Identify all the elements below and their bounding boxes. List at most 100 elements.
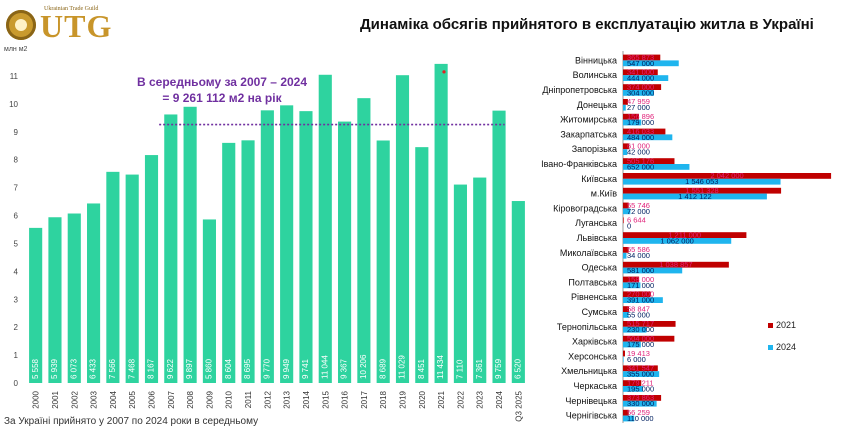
bar-2021 (623, 395, 662, 401)
x-tick-label: 2004 (109, 390, 118, 408)
bar-value-label: 11 029 (398, 355, 407, 379)
value-label-2024: 1 412 122 (678, 192, 711, 201)
y-tick-label: 3 (14, 295, 19, 304)
bar (434, 63, 448, 384)
bar-2024 (623, 149, 628, 155)
value-label-2021: 515 717 (627, 319, 654, 328)
bar-2021 (623, 187, 782, 194)
value-label-2024: 195 000 (627, 384, 654, 393)
bar-2024 (623, 326, 647, 333)
bar-2021 (623, 113, 639, 120)
bar-value-label: 5 860 (205, 358, 214, 379)
x-tick-label: 2020 (418, 390, 427, 408)
value-label-2021: 47 959 (627, 97, 650, 106)
bar-value-label: 9 622 (166, 358, 175, 379)
bar-2021 (623, 158, 675, 164)
region-label: Одеська (582, 263, 617, 273)
value-label-2021: 156 896 (627, 112, 654, 121)
bar (164, 114, 178, 383)
logo-subtitle: Ukrainian Trade Guild (44, 6, 99, 12)
bar-2021 (623, 321, 676, 327)
bar-value-label: 10 206 (359, 354, 368, 379)
bar-value-label: 9 759 (494, 358, 503, 379)
bar-2021 (623, 409, 629, 416)
bar-2021 (623, 99, 628, 105)
value-label-2024: 355 000 (627, 370, 654, 379)
x-tick-label: 2002 (70, 390, 79, 408)
bar-2021 (623, 276, 640, 283)
x-tick-label: 2010 (225, 390, 234, 408)
bar-value-label: 6 073 (69, 358, 78, 379)
bar-2024 (623, 341, 641, 348)
bar-2021 (623, 84, 662, 90)
bar-2024 (623, 90, 654, 96)
legend-swatch-2024 (768, 345, 773, 350)
region-label: м.Київ (591, 189, 617, 199)
value-label-2024: 179 000 (627, 118, 654, 127)
y-tick-label: 6 (14, 212, 19, 221)
value-label-2024: 547 000 (627, 59, 654, 68)
utg-logo: Ukrainian Trade Guild UTG (6, 4, 124, 48)
bar-2021 (623, 202, 629, 209)
value-label-2024: 72 000 (627, 207, 650, 216)
y-tick-label: 8 (14, 156, 19, 165)
value-label-2024: 652 000 (627, 162, 654, 171)
bar-2024 (623, 297, 663, 303)
region-label: Чернігівська (566, 411, 617, 421)
bar-2021 (623, 69, 658, 76)
bar-value-label: 7 110 (456, 359, 465, 379)
bar-2024 (623, 178, 781, 185)
x-tick-label: 2015 (321, 390, 330, 408)
value-label-2024: 6 000 (627, 355, 646, 364)
bar-value-label: 7 468 (127, 358, 136, 379)
region-label: Закарпатська (560, 129, 617, 139)
value-label-2024: 110 000 (627, 414, 654, 423)
bar-2024 (623, 134, 673, 141)
bar-2024 (623, 282, 641, 289)
region-label: Хмельницька (561, 366, 617, 376)
bar-value-label: 11 044 (320, 355, 329, 379)
bar-2021 (623, 291, 651, 298)
bar-value-label: 8 689 (378, 358, 387, 379)
footnote: За Україні прийнято у 2007 по 2024 роки … (4, 416, 259, 427)
region-label: Харківська (572, 337, 617, 347)
x-tick-label: 2011 (244, 390, 253, 408)
region-label: Івано-Франківська (541, 159, 617, 169)
y-tick-label: 2 (14, 323, 19, 332)
bar-value-label: 8 451 (417, 358, 426, 379)
value-label-2024: 175 000 (627, 340, 654, 349)
bar-2024 (623, 312, 629, 318)
value-label-2021: 270 000 (627, 290, 654, 299)
y-tick-label: 10 (9, 100, 18, 109)
region-label: Дніпропетровська (542, 85, 617, 95)
region-label: Рівненська (571, 292, 617, 302)
value-label-2021: 19 413 (627, 349, 650, 358)
bar-value-label: 6 520 (513, 358, 522, 379)
value-label-2024: 304 000 (627, 88, 654, 97)
bar (299, 111, 313, 383)
value-label-2024: 0 (627, 222, 631, 231)
value-label-2024: 1 062 000 (660, 236, 693, 245)
bar-2021 (623, 128, 666, 135)
value-label-2021: 365 873 (627, 53, 654, 62)
x-tick-label: 2006 (148, 390, 157, 408)
x-tick-label: 2003 (90, 390, 99, 408)
bar (492, 110, 506, 383)
legend-label: 2024 (776, 342, 796, 352)
bar-2024 (623, 75, 669, 81)
region-label: Запорізька (572, 144, 617, 154)
bar-value-label: 7 361 (475, 358, 484, 379)
bar-value-label: 5 939 (50, 358, 59, 379)
value-label-2024: 330 000 (627, 399, 654, 408)
x-tick-label: 2018 (379, 390, 388, 408)
value-label-2021: 416 033 (627, 127, 654, 136)
x-tick-label: Q3 2025 (514, 390, 523, 421)
legend-swatch-2021 (768, 323, 773, 328)
bar-2021 (623, 306, 629, 312)
y-tick-label: 0 (14, 379, 19, 388)
x-tick-label: 2024 (495, 390, 504, 408)
bar-value-label: 5 558 (31, 358, 40, 379)
region-label: Миколаївська (560, 248, 617, 258)
bar (125, 174, 139, 383)
value-label-2024: 1 546 053 (685, 177, 718, 186)
